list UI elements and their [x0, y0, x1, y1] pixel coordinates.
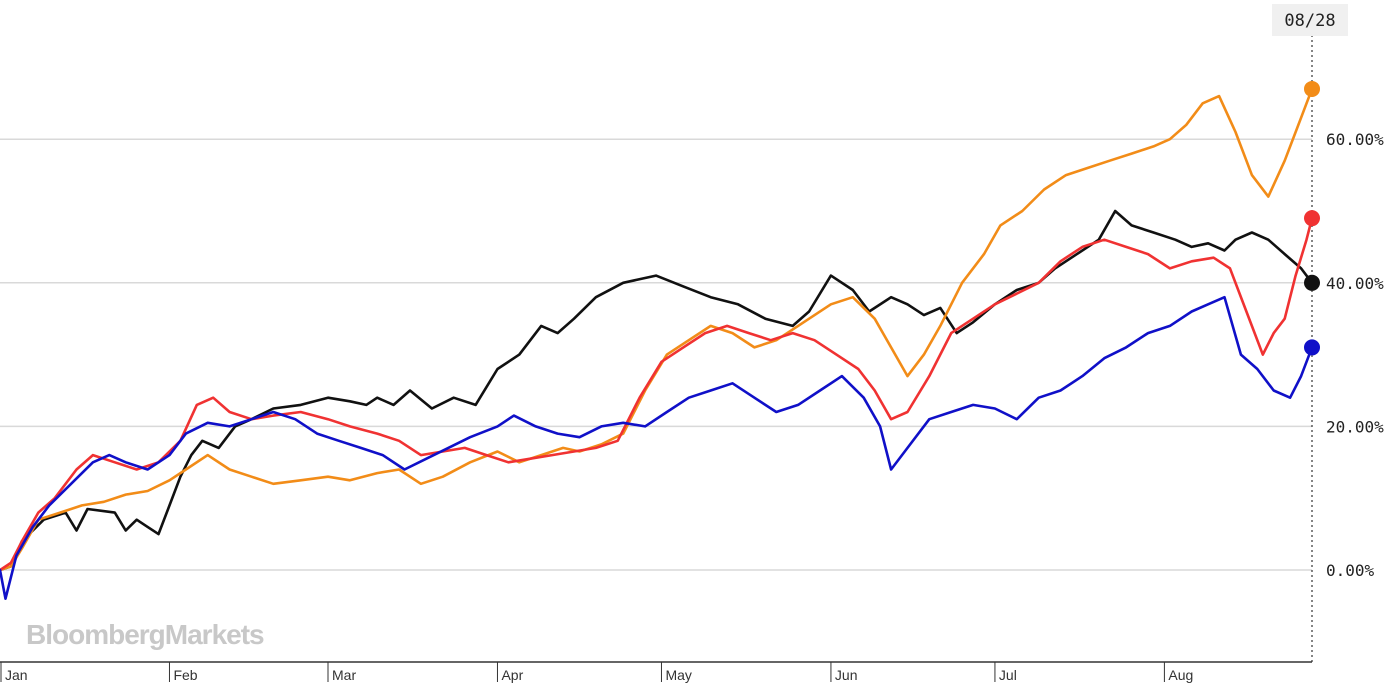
- x-tick-label: Feb: [173, 667, 197, 683]
- series-end-markers: [1304, 80, 1320, 356]
- cursor-date-box: [1272, 4, 1348, 36]
- x-tick-label: Apr: [501, 667, 523, 683]
- x-axis-ticks: Jan Feb Mar Apr May Jun Jul Aug: [0, 662, 1193, 683]
- x-tick-label: Mar: [332, 667, 356, 683]
- x-tick-label: Jun: [835, 667, 858, 683]
- series-end-marker: [1304, 210, 1320, 227]
- x-tick-label: Jan: [5, 667, 28, 683]
- series-end-marker: [1304, 80, 1320, 97]
- series-line: [0, 87, 1314, 572]
- axes: [0, 30, 1313, 663]
- series-end-marker: [1304, 339, 1320, 356]
- x-tick-label: May: [665, 667, 691, 683]
- x-tick-label: Aug: [1168, 667, 1193, 683]
- watermark: BloombergMarkets: [26, 619, 264, 650]
- y-tick-label: 20.00%: [1326, 417, 1384, 436]
- y-axis-ticks: 0.00% 20.00% 40.00% 60.00%: [1326, 130, 1384, 580]
- y-tick-label: 40.00%: [1326, 274, 1384, 293]
- y-tick-label: 0.00%: [1326, 561, 1375, 580]
- grid-lines: [0, 138, 1312, 571]
- cursor-date-label: 08/28: [1272, 4, 1348, 36]
- y-tick-label: 60.00%: [1326, 130, 1384, 149]
- series-line: [0, 209, 1314, 572]
- series-line: [0, 295, 1314, 601]
- series-end-marker: [1304, 274, 1320, 291]
- x-tick-label: Jul: [999, 667, 1017, 683]
- series-line: [0, 216, 1314, 572]
- cursor-date-text: 08/28: [1284, 11, 1335, 31]
- series-lines: [0, 87, 1314, 601]
